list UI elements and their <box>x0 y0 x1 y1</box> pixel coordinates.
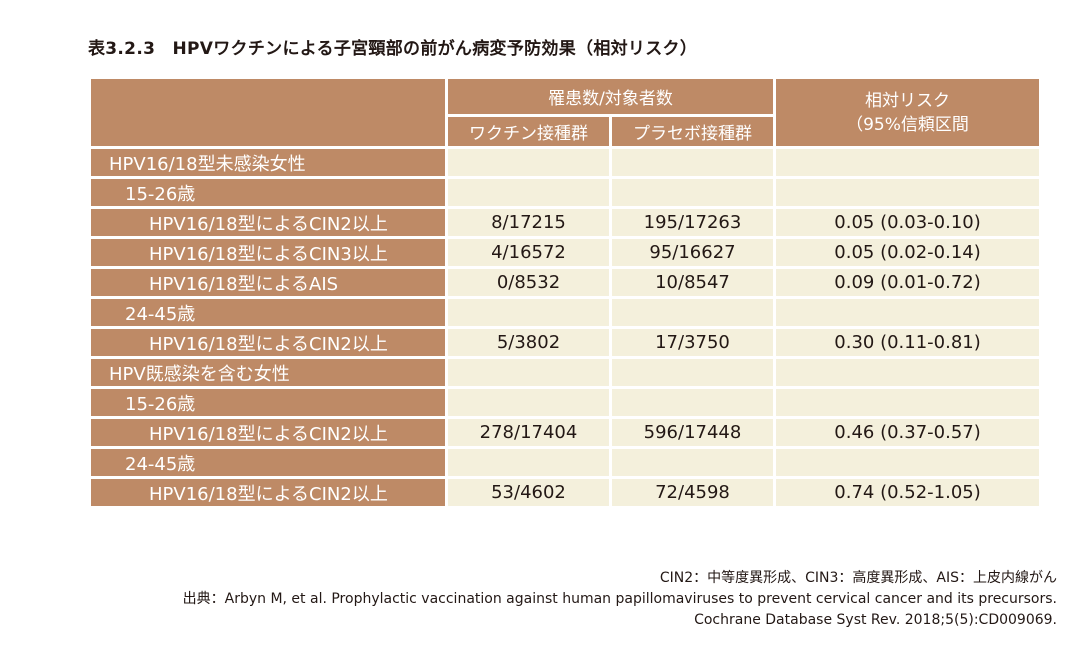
table-row: HPV16/18型によるCIN3以上 4/16572 95/16627 0.05 (0… <box>88 236 1043 269</box>
row-label: HPV既感染を含む女性 <box>88 356 448 389</box>
row-label: HPV16/18型によるCIN2以上 <box>88 416 448 449</box>
placebo-count-cell <box>608 446 777 479</box>
header-group-label: 罹患数/対象者数 <box>444 76 777 117</box>
table-row: HPV16/18型によるCIN2以上 278/17404 596/17448 0.46… <box>88 416 1043 449</box>
placebo-count-cell: 195/17263 <box>608 206 777 239</box>
table-row: 24-45歳 <box>88 446 1043 479</box>
table-row: 15-26歳 <box>88 176 1043 209</box>
header-rr-line1: 相対リスク <box>865 90 951 111</box>
placebo-count-cell: 95/16627 <box>608 236 777 269</box>
vaccine-count-cell <box>445 446 612 479</box>
vaccine-count-cell: 278/17404 <box>445 416 612 449</box>
relative-risk-cell <box>773 446 1043 479</box>
placebo-count-cell: 10/8547 <box>608 266 777 299</box>
vaccine-count-cell <box>445 356 612 389</box>
relative-risk-cell <box>773 176 1043 209</box>
table-body: HPV16/18型未感染女性 15-26歳 HPV16/18型によるCIN2以上 8/… <box>88 146 1043 509</box>
relative-risk-cell: 0.09 (0.01-0.72) <box>773 266 1043 299</box>
source-line-1: 出典：Arbyn M, et al. Prophylactic vaccinat… <box>182 591 1057 607</box>
row-label: HPV16/18型によるCIN3以上 <box>88 236 448 269</box>
vaccine-count-cell: 53/4602 <box>445 476 612 509</box>
vaccine-count-cell: 0/8532 <box>445 266 612 299</box>
vaccine-count-cell: 8/17215 <box>445 206 612 239</box>
vaccine-count-cell <box>445 386 612 419</box>
placebo-count-cell <box>608 296 777 329</box>
row-label: 15-26歳 <box>88 176 448 209</box>
relative-risk-cell: 0.30 (0.11-0.81) <box>773 326 1043 359</box>
header-vaccine-group: ワクチン接種群 <box>445 114 612 149</box>
row-label: HPV16/18型によるCIN2以上 <box>88 326 448 359</box>
header-placebo-group: プラセボ接種群 <box>608 114 777 149</box>
relative-risk-cell: 0.05 (0.02-0.14) <box>773 236 1043 269</box>
abbreviation-note: CIN2：中等度異形成、CIN3：高度異形成、AIS：上皮内線がん <box>659 570 1057 586</box>
table-title: 表3.2.3 HPVワクチンによる子宮頸部の前がん病変予防効果（相対リスク） <box>88 39 698 59</box>
source-line-2: Cochrane Database Syst Rev. 2018;5(5):CD… <box>694 612 1057 628</box>
row-label: HPV16/18型によるCIN2以上 <box>88 476 448 509</box>
table-row: HPV16/18型によるCIN2以上 53/4602 72/4598 0.74 (0.… <box>88 476 1043 509</box>
header-relative-risk: 相対リスク （95%信頼区間 <box>773 76 1043 149</box>
row-label: 15-26歳 <box>88 386 448 419</box>
placebo-count-cell <box>608 356 777 389</box>
placebo-count-cell <box>608 176 777 209</box>
footnotes: CIN2：中等度異形成、CIN3：高度異形成、AIS：上皮内線がん 出典：Arb… <box>183 568 1057 631</box>
relative-risk-cell: 0.74 (0.52-1.05) <box>773 476 1043 509</box>
relative-risk-cell <box>773 356 1043 389</box>
row-label: HPV16/18型未感染女性 <box>88 146 448 179</box>
row-label: HPV16/18型によるCIN2以上 <box>88 206 448 239</box>
table-header: 罹患数/対象者数 相対リスク （95%信頼区間 ワクチン接種群 プラセボ接種群 <box>88 76 1043 149</box>
table-row: HPV16/18型によるCIN2以上 8/17215 195/17263 0.05 (… <box>88 206 1043 239</box>
placebo-count-cell <box>608 386 777 419</box>
placebo-count-cell <box>608 146 777 179</box>
table-row: HPV16/18型未感染女性 <box>88 146 1043 179</box>
table-row: 24-45歳 <box>88 296 1043 329</box>
header-rr-line2: （95%信頼区間 <box>846 114 969 135</box>
row-label: HPV16/18型によるAIS <box>88 266 448 299</box>
relative-risk-cell <box>773 386 1043 419</box>
relative-risk-cell <box>773 296 1043 329</box>
vaccine-count-cell <box>445 296 612 329</box>
table-row: 15-26歳 <box>88 386 1043 419</box>
row-label: 24-45歳 <box>88 296 448 329</box>
row-label: 24-45歳 <box>88 446 448 479</box>
vaccine-count-cell: 4/16572 <box>445 236 612 269</box>
relative-risk-cell: 0.05 (0.03-0.10) <box>773 206 1043 239</box>
vaccine-count-cell <box>445 176 612 209</box>
relative-risk-cell: 0.46 (0.37-0.57) <box>773 416 1043 449</box>
relative-risk-cell <box>773 146 1043 179</box>
placebo-count-cell: 72/4598 <box>608 476 777 509</box>
table-row: HPV16/18型によるCIN2以上 5/3802 17/3750 0.30 (0.1… <box>88 326 1043 359</box>
table-row: HPV既感染を含む女性 <box>88 356 1043 389</box>
placebo-count-cell: 596/17448 <box>608 416 777 449</box>
results-table: 罹患数/対象者数 相対リスク （95%信頼区間 ワクチン接種群 プラセボ接種群 … <box>88 76 1043 509</box>
vaccine-count-cell <box>445 146 612 179</box>
table-row: HPV16/18型によるAIS 0/8532 10/8547 0.09 (0.01-0… <box>88 266 1043 299</box>
placebo-count-cell: 17/3750 <box>608 326 777 359</box>
vaccine-count-cell: 5/3802 <box>445 326 612 359</box>
header-blank-cell <box>88 76 448 149</box>
